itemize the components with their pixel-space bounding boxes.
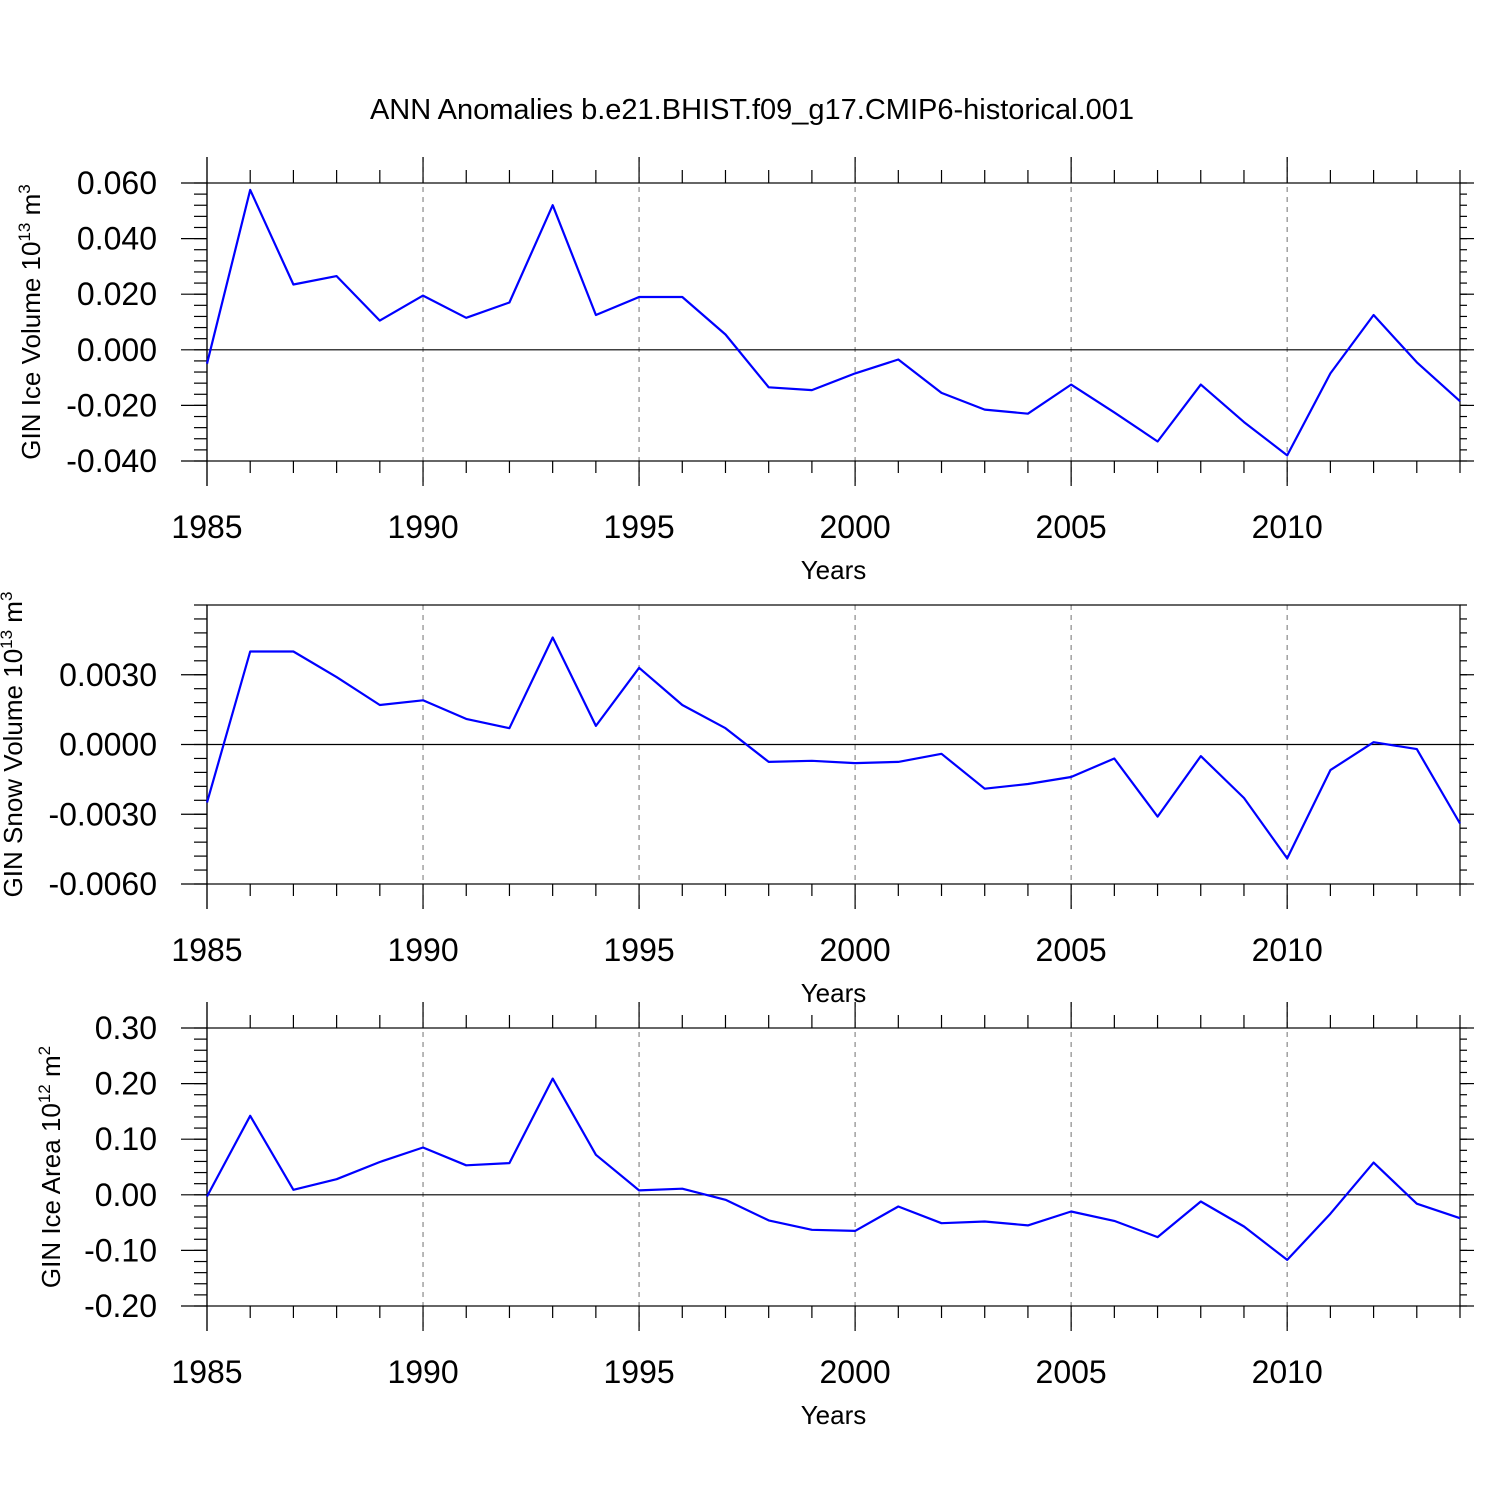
x-axis-title: Years [801,1400,867,1430]
x-tick-label: 2000 [820,1354,891,1390]
y-axis-title-unit: m [36,1055,66,1084]
y-axis-title-text: GIN Ice Volume 10 [16,242,46,460]
x-tick-label: 1985 [171,1354,242,1390]
x-tick-label: 2005 [1036,509,1107,545]
y-tick-label: 0.30 [95,1010,157,1046]
y-tick-label: -0.020 [66,387,157,423]
x-tick-label: 2000 [820,509,891,545]
chart-panel-2: -0.0060 -0.0030 0.0000 0.0030 1985 1990 1995 20… [0,592,1474,1008]
y-tick-label: -0.0060 [48,866,157,902]
y-axis-title-text: GIN Snow Volume 10 [0,649,28,898]
x-tick-label: 2010 [1252,1354,1323,1390]
series-line-1 [205,636,1461,860]
x-tick-label: 1995 [603,932,674,968]
panels: -0.040 -0.020 0.000 0.020 0.040 0.060 1985 1990… [0,157,1474,1430]
y-tick-label: 0.000 [77,332,157,368]
x-tick-label: 2005 [1036,932,1107,968]
y-axis-title-exponent: 12 [35,1084,54,1103]
y-tick-label: -0.20 [84,1288,157,1324]
y-tick-label: 0.20 [95,1066,157,1102]
y-tick-label: -0.0030 [48,796,157,832]
y-axis-title-unit: m [0,601,28,630]
y-axis-title-text: GIN Ice Area 10 [36,1103,66,1288]
y-axis-title: GIN Ice Volume 1013 m3 [15,184,46,460]
y-tick-label: -0.10 [84,1232,157,1268]
x-tick-label: 1985 [171,509,242,545]
y-axis-title-unit-exponent: 3 [0,592,16,601]
y-axis-title: GIN Snow Volume 1013 m3 [0,592,28,898]
y-axis-title-unit-exponent: 2 [35,1046,54,1055]
chart-panel-3: -0.20 -0.10 0.00 0.10 0.20 0.30 1985 1990 1995 20… [35,1002,1474,1430]
chart-panel-1: -0.040 -0.020 0.000 0.020 0.040 0.060 1985 1990… [15,157,1474,585]
x-tick-label: 2010 [1252,509,1323,545]
y-axis-title-unit: m [16,194,46,223]
figure-title: ANN Anomalies b.e21.BHIST.f09_g17.CMIP6-… [370,94,1134,126]
y-axis-title-unit-exponent: 3 [15,184,34,193]
plot-frame [206,1027,1461,1307]
x-axis-title: Years [801,555,867,585]
y-tick-label: 0.00 [95,1177,157,1213]
x-tick-label: 2000 [820,932,891,968]
x-tick-label: 1990 [387,509,458,545]
y-axis-title-exponent: 13 [0,630,16,649]
series-line-1 [206,1077,1461,1262]
y-tick-label: 0.10 [95,1121,157,1157]
y-tick-label: 0.0030 [59,657,157,693]
plot-frame [206,182,1461,462]
y-tick-label: 0.060 [77,165,157,201]
x-tick-label: 1990 [387,932,458,968]
series-line-1 [205,188,1461,457]
y-axis-title: GIN Ice Area 1012 m2 [35,1046,66,1288]
x-tick-label: 1985 [171,932,242,968]
y-tick-label: 0.0000 [59,727,157,763]
x-axis-title: Years [801,978,867,1008]
y-axis-title-exponent: 13 [15,223,34,242]
y-tick-label: 0.020 [77,276,157,312]
x-tick-label: 1995 [603,1354,674,1390]
x-tick-label: 2010 [1252,932,1323,968]
x-tick-label: 1990 [387,1354,458,1390]
y-tick-label: -0.040 [66,443,157,479]
x-tick-label: 1995 [603,509,674,545]
y-tick-label: 0.040 [77,221,157,257]
x-tick-label: 2005 [1036,1354,1107,1390]
